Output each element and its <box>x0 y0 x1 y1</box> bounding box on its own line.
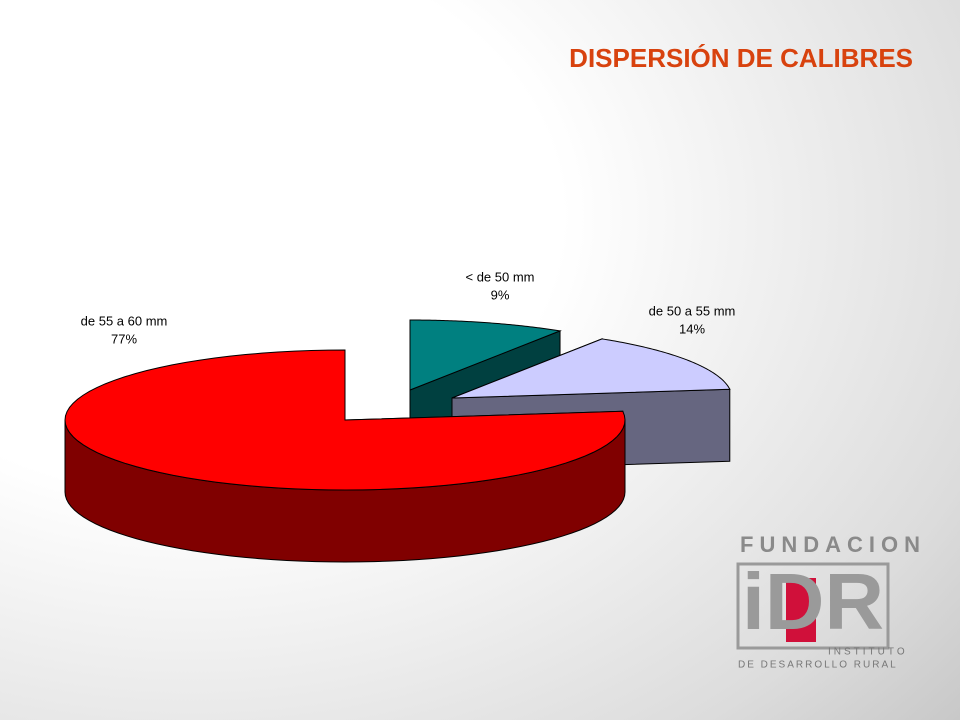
slice <box>409 319 562 391</box>
slice <box>451 338 731 399</box>
logo: FUNDACION iDR INSTITUTO DE DESARROLLO RU… <box>736 532 926 671</box>
pie-chart: < de 50 mm 9% de 50 a 55 mm 14% de 55 a 60 m… <box>64 269 736 563</box>
slice-value-label: 9% <box>491 287 510 302</box>
logo-accent <box>786 578 816 642</box>
slice-value-label: 14% <box>679 321 705 336</box>
slice-label: de 50 a 55 mm <box>649 303 736 318</box>
slice-value-label: 77% <box>111 331 137 346</box>
logo-mark: iDR <box>742 557 884 646</box>
slice <box>64 349 626 491</box>
logo-top: FUNDACION <box>740 532 926 557</box>
slice-label: < de 50 mm <box>465 269 534 284</box>
chart-title: DISPERSIÓN DE CALIBRES <box>569 43 913 73</box>
logo-frame <box>736 562 890 650</box>
slice-label: de 55 a 60 mm <box>81 313 168 328</box>
logo-line1: INSTITUTO <box>828 647 908 658</box>
logo-line2: DE DESARROLLO RURAL <box>738 660 898 671</box>
